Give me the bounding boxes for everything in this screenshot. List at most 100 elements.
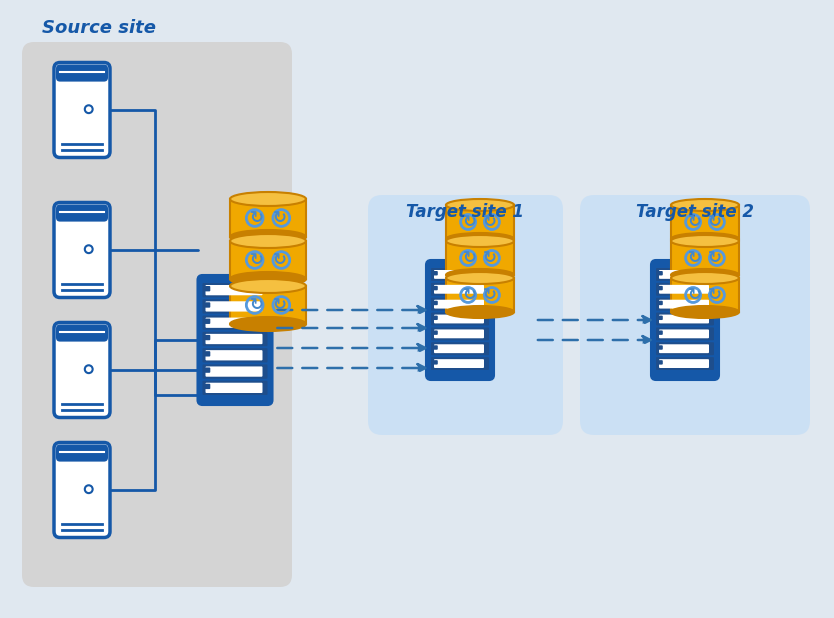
FancyBboxPatch shape (656, 283, 714, 296)
FancyBboxPatch shape (431, 298, 489, 311)
FancyBboxPatch shape (656, 342, 714, 355)
Text: ↻: ↻ (463, 286, 477, 304)
FancyBboxPatch shape (205, 318, 263, 328)
Ellipse shape (230, 192, 306, 206)
FancyBboxPatch shape (434, 359, 484, 368)
FancyBboxPatch shape (204, 302, 210, 308)
FancyBboxPatch shape (658, 331, 663, 335)
FancyBboxPatch shape (8, 8, 826, 610)
Text: ↻: ↻ (249, 251, 264, 269)
FancyBboxPatch shape (431, 268, 489, 281)
Text: ↻: ↻ (688, 249, 701, 267)
FancyBboxPatch shape (580, 195, 810, 435)
FancyBboxPatch shape (433, 316, 438, 320)
FancyBboxPatch shape (368, 195, 563, 435)
FancyBboxPatch shape (203, 332, 268, 346)
FancyBboxPatch shape (22, 42, 292, 587)
Ellipse shape (671, 272, 739, 284)
FancyBboxPatch shape (656, 313, 714, 326)
FancyBboxPatch shape (434, 300, 484, 308)
FancyBboxPatch shape (198, 275, 273, 405)
FancyBboxPatch shape (56, 444, 108, 462)
FancyBboxPatch shape (205, 334, 263, 344)
FancyBboxPatch shape (433, 360, 438, 365)
Text: ↻: ↻ (483, 249, 497, 267)
Text: ↻: ↻ (708, 286, 722, 304)
FancyBboxPatch shape (656, 328, 714, 341)
FancyBboxPatch shape (54, 442, 110, 538)
Ellipse shape (230, 279, 306, 293)
Text: ↻: ↻ (688, 213, 701, 231)
Bar (230, 241, 306, 279)
Ellipse shape (446, 269, 514, 281)
FancyBboxPatch shape (431, 283, 489, 296)
FancyBboxPatch shape (658, 360, 663, 365)
FancyBboxPatch shape (659, 270, 709, 279)
Text: ↻: ↻ (273, 209, 286, 227)
FancyBboxPatch shape (656, 357, 714, 370)
FancyBboxPatch shape (204, 335, 210, 341)
FancyBboxPatch shape (205, 302, 263, 311)
FancyBboxPatch shape (56, 64, 108, 82)
Circle shape (85, 105, 93, 113)
Text: Source site: Source site (42, 19, 156, 37)
FancyBboxPatch shape (656, 268, 714, 281)
FancyBboxPatch shape (203, 316, 268, 330)
Ellipse shape (446, 235, 514, 247)
FancyBboxPatch shape (659, 344, 709, 353)
FancyBboxPatch shape (54, 323, 110, 418)
Ellipse shape (671, 233, 739, 245)
FancyBboxPatch shape (54, 62, 110, 158)
FancyBboxPatch shape (431, 313, 489, 326)
FancyBboxPatch shape (205, 383, 263, 393)
FancyBboxPatch shape (203, 299, 268, 313)
FancyBboxPatch shape (56, 324, 108, 342)
Bar (446, 278, 514, 312)
FancyBboxPatch shape (659, 329, 709, 338)
Text: ↻: ↻ (708, 213, 722, 231)
FancyBboxPatch shape (204, 368, 210, 373)
FancyBboxPatch shape (658, 271, 663, 276)
Ellipse shape (671, 235, 739, 247)
FancyBboxPatch shape (433, 345, 438, 350)
FancyBboxPatch shape (434, 329, 484, 338)
Ellipse shape (230, 234, 306, 248)
FancyBboxPatch shape (205, 285, 263, 295)
FancyBboxPatch shape (659, 359, 709, 368)
FancyBboxPatch shape (204, 286, 210, 291)
Bar (671, 278, 739, 312)
FancyBboxPatch shape (204, 318, 210, 324)
Text: ↻: ↻ (273, 251, 286, 269)
FancyBboxPatch shape (205, 366, 263, 377)
Bar (230, 199, 306, 237)
Text: ↻: ↻ (483, 286, 497, 304)
Text: Target site 2: Target site 2 (636, 203, 754, 221)
FancyBboxPatch shape (431, 342, 489, 355)
FancyBboxPatch shape (204, 384, 210, 389)
Circle shape (85, 485, 93, 493)
Bar (446, 241, 514, 275)
Circle shape (85, 365, 93, 373)
Text: ↻: ↻ (483, 213, 497, 231)
Circle shape (85, 245, 93, 253)
Bar (230, 286, 306, 324)
FancyBboxPatch shape (56, 205, 108, 222)
FancyBboxPatch shape (431, 357, 489, 370)
FancyBboxPatch shape (434, 285, 484, 294)
Ellipse shape (446, 306, 514, 318)
FancyBboxPatch shape (656, 298, 714, 311)
Text: ↻: ↻ (273, 296, 286, 314)
Ellipse shape (446, 199, 514, 211)
FancyBboxPatch shape (203, 381, 268, 395)
FancyBboxPatch shape (433, 271, 438, 276)
Text: ↻: ↻ (688, 286, 701, 304)
FancyBboxPatch shape (434, 344, 484, 353)
Bar (671, 205, 739, 239)
FancyBboxPatch shape (433, 301, 438, 305)
FancyBboxPatch shape (434, 315, 484, 323)
FancyBboxPatch shape (203, 365, 268, 379)
Ellipse shape (230, 272, 306, 286)
Text: ↻: ↻ (463, 213, 477, 231)
FancyBboxPatch shape (434, 270, 484, 279)
Ellipse shape (230, 230, 306, 244)
